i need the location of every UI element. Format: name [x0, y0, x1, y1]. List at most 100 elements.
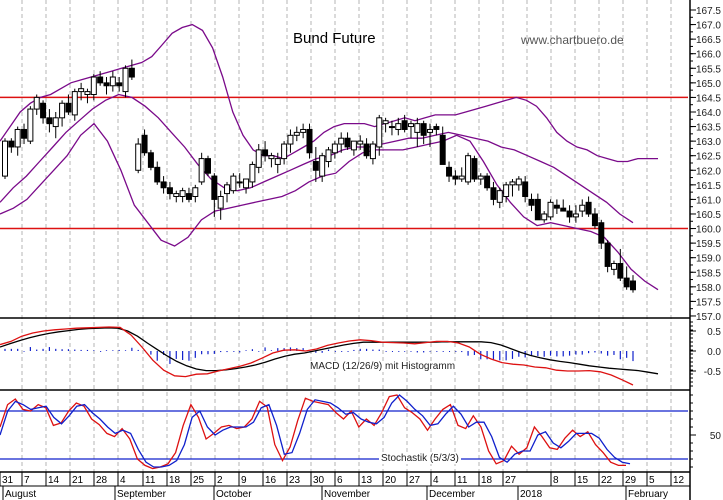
- y-tick-label: 164.5: [696, 93, 721, 104]
- candle-up: [59, 102, 66, 119]
- candle-down: [471, 158, 478, 180]
- x-tick-label: 13: [361, 475, 373, 486]
- x-tick-label: 15: [577, 475, 589, 486]
- candle-up: [122, 67, 129, 93]
- y-tick-label: 160.5: [696, 210, 721, 221]
- candle-up: [78, 88, 85, 93]
- bollinger-middle: [0, 93, 634, 224]
- y-tick-label: 158.5: [696, 268, 721, 279]
- x-tick-label: 20: [385, 475, 397, 486]
- y-tick-label: 163.0: [696, 137, 721, 148]
- bollinger-lower: [0, 122, 659, 291]
- candle-down: [522, 181, 529, 197]
- x-tick-label: 7: [24, 475, 30, 486]
- candle-up: [268, 155, 275, 160]
- support-resistance-lines: [0, 96, 688, 230]
- candle-up: [52, 117, 59, 128]
- candle-down: [452, 175, 459, 180]
- y-tick-label: 161.5: [696, 181, 721, 192]
- candle-up: [236, 181, 243, 184]
- x-tick-label: 6: [337, 475, 343, 486]
- macd-histogram-dot: [391, 351, 393, 352]
- month-label: December: [429, 489, 476, 500]
- candle-down: [585, 201, 592, 215]
- macd-tick-label: 0.0: [707, 347, 721, 358]
- candle-up: [281, 143, 288, 160]
- vertical-gridlines: [21, 0, 672, 472]
- candle-up: [243, 178, 250, 189]
- candle-up: [477, 175, 484, 180]
- candle-down: [46, 117, 53, 125]
- candle-up: [179, 190, 186, 197]
- candle-down: [154, 166, 161, 183]
- candle-up: [249, 163, 256, 183]
- x-tick-label: 27: [505, 475, 517, 486]
- candle-up: [414, 123, 421, 133]
- candle-up: [27, 108, 34, 142]
- candle-down: [598, 222, 605, 244]
- month-label: August: [5, 489, 36, 500]
- x-tick-label: 4: [433, 475, 439, 486]
- candle-down: [566, 210, 573, 218]
- month-label: February: [628, 489, 668, 500]
- stochastic-panel: [0, 394, 688, 470]
- candle-down: [211, 175, 218, 200]
- macd-label: MACD (12/26/9) mit Histogramm: [308, 361, 458, 372]
- candle-up: [458, 175, 465, 180]
- candle-up: [84, 91, 91, 96]
- candle-up: [255, 149, 262, 168]
- candle-up: [90, 76, 97, 96]
- x-tick-label: 18: [481, 475, 493, 486]
- y-tick-label: 159.5: [696, 239, 721, 250]
- candle-up: [331, 143, 338, 154]
- y-tick-label: 166.0: [696, 50, 721, 61]
- month-label: October: [216, 489, 252, 500]
- x-tick-label: 11: [457, 475, 468, 486]
- x-tick-label: 4: [120, 475, 126, 486]
- x-tick-label: 16: [265, 475, 277, 486]
- x-tick-label: 5: [649, 475, 655, 486]
- macd-signal-line: [0, 326, 634, 386]
- y-tick-label: 164.0: [696, 108, 721, 119]
- candle-down: [344, 137, 351, 148]
- candle-down: [363, 143, 370, 157]
- y-tick-label: 165.0: [696, 79, 721, 90]
- macd-histogram-dot: [100, 351, 102, 352]
- candle-up: [579, 204, 586, 212]
- candle-up: [515, 178, 522, 186]
- candle-down: [604, 242, 611, 267]
- macd-histogram-dot: [398, 351, 400, 352]
- macd-tick-label: 0.5: [707, 327, 721, 338]
- x-tick-label: 18: [169, 475, 181, 486]
- candle-up: [217, 195, 224, 209]
- candle-down: [439, 134, 446, 165]
- x-tick-label: 31: [2, 475, 14, 486]
- bollinger-bands: [0, 23, 659, 291]
- candle-up: [610, 263, 617, 270]
- candle-down: [401, 120, 408, 130]
- candle-down: [534, 198, 541, 221]
- panel-frame: [0, 0, 691, 500]
- y-tick-label: 166.5: [696, 35, 721, 46]
- candle-up: [14, 128, 21, 148]
- month-label: November: [324, 489, 371, 500]
- price-candles: [2, 59, 636, 293]
- candle-up: [338, 137, 345, 145]
- candle-up: [2, 140, 8, 177]
- x-tick-label: 12: [673, 475, 685, 486]
- candle-down: [166, 187, 173, 195]
- candle-up: [382, 120, 389, 125]
- candle-down: [446, 166, 453, 177]
- candle-up: [369, 143, 376, 160]
- x-tick-label: 9: [241, 475, 247, 486]
- candle-down: [490, 187, 497, 200]
- candle-down: [147, 152, 154, 168]
- candle-up: [325, 149, 332, 163]
- candle-up: [496, 190, 503, 203]
- x-tick-label: 25: [193, 475, 205, 486]
- watermark-link[interactable]: www.chartbuero.de: [521, 33, 624, 47]
- candle-down: [185, 193, 192, 200]
- candle-up: [230, 175, 237, 192]
- x-tick-label: 8: [553, 475, 559, 486]
- y-tick-label: 163.5: [696, 123, 721, 134]
